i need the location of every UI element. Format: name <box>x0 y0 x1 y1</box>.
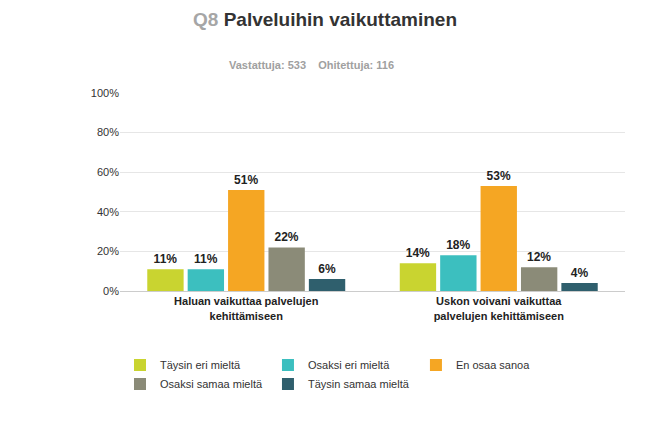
svg-text:11%: 11% <box>194 252 218 266</box>
svg-text:22%: 22% <box>274 230 298 244</box>
svg-text:40%: 40% <box>97 206 119 218</box>
svg-text:0%: 0% <box>103 285 119 297</box>
svg-text:Täysin samaa mieltä: Täysin samaa mieltä <box>308 378 410 390</box>
svg-text:Q8 Palveluihin vaikuttaminen: Q8 Palveluihin vaikuttaminen <box>193 9 457 30</box>
svg-text:80%: 80% <box>97 126 119 138</box>
svg-text:Täysin eri mieltä: Täysin eri mieltä <box>160 359 241 371</box>
svg-text:18%: 18% <box>446 238 470 252</box>
svg-text:60%: 60% <box>97 166 119 178</box>
svg-text:53%: 53% <box>487 169 511 183</box>
svg-text:20%: 20% <box>97 245 119 257</box>
svg-text:100%: 100% <box>91 87 119 99</box>
svg-text:Osaksi samaa mieltä: Osaksi samaa mieltä <box>160 378 263 390</box>
svg-text:Vastattuja: 533 Ohitettuja:: Vastattuja: 533 Ohitettuja: 116 <box>229 59 394 71</box>
svg-text:Uskon voivani vaikuttaapalvelu: Uskon voivani vaikuttaapalvelujen kehitt… <box>434 295 564 321</box>
svg-text:14%: 14% <box>406 246 430 260</box>
svg-text:51%: 51% <box>234 173 258 187</box>
svg-text:12%: 12% <box>527 250 551 264</box>
svg-text:Haluan vaikuttaa palvelujenkeh: Haluan vaikuttaa palvelujenkehittämiseen <box>174 295 319 321</box>
svg-text:11%: 11% <box>154 252 178 266</box>
svg-text:Osaksi eri mieltä: Osaksi eri mieltä <box>308 359 390 371</box>
svg-text:4%: 4% <box>571 266 589 280</box>
svg-text:En osaa sanoa: En osaa sanoa <box>456 359 530 371</box>
svg-text:6%: 6% <box>318 262 336 276</box>
